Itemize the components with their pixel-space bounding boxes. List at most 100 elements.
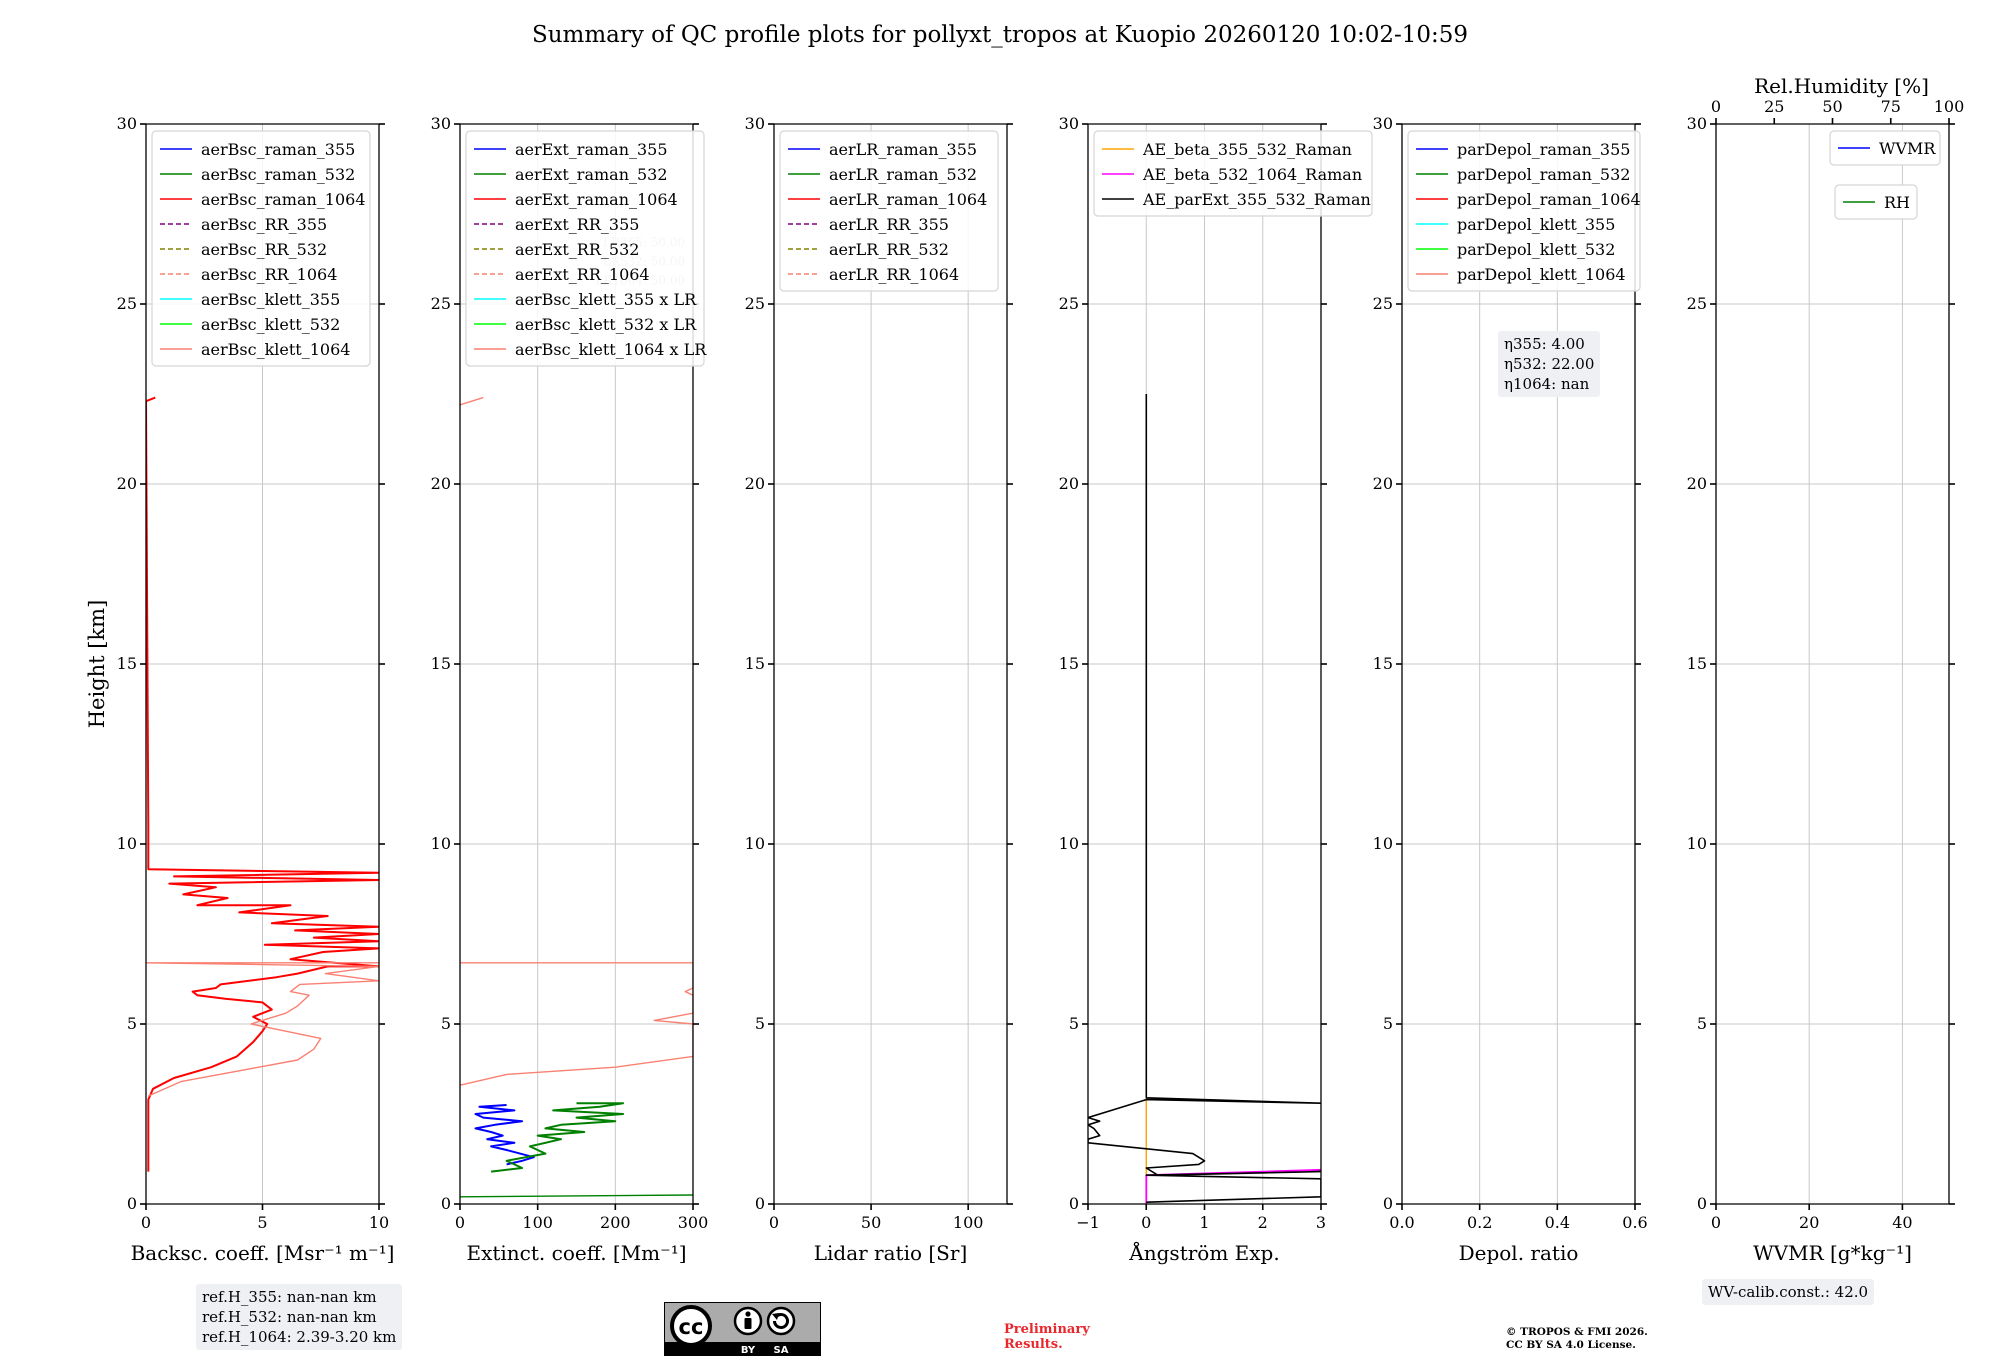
x-axis-label: Lidar ratio [Sr] bbox=[814, 1241, 968, 1265]
y-tick-label: 0 bbox=[441, 1194, 451, 1213]
legend-label: parDepol_klett_355 bbox=[1457, 215, 1615, 234]
y-tick-label: 5 bbox=[1697, 1014, 1707, 1033]
legend-label: aerExt_raman_1064 bbox=[515, 190, 678, 209]
legend-box bbox=[779, 130, 999, 292]
figure-title: Summary of QC profile plots for pollyxt_… bbox=[531, 22, 1469, 48]
legend-label: aerExt_RR_532 bbox=[515, 240, 639, 259]
x-axis-label: Ångström Exp. bbox=[1128, 1240, 1279, 1265]
legend-label: AE_beta_355_532_Raman bbox=[1142, 140, 1352, 159]
y-tick-label: 15 bbox=[1687, 654, 1707, 673]
y-tick-label: 20 bbox=[1059, 474, 1079, 493]
wv-calib-text: WV-calib.const.: 42.0 bbox=[1708, 1283, 1869, 1301]
x-tick-label: 0.0 bbox=[1389, 1213, 1414, 1232]
top-x-tick-label: 100 bbox=[1934, 97, 1965, 116]
y-tick-label: 5 bbox=[127, 1014, 137, 1033]
eta-1064: η1064: nan bbox=[1504, 375, 1590, 393]
x-tick-label: 0.2 bbox=[1467, 1213, 1492, 1232]
eta-532: η532: 22.00 bbox=[1504, 355, 1595, 373]
top-x-tick-label: 50 bbox=[1822, 97, 1842, 116]
panel-backscatter: 0 5 10 15 20 25 30 0 5 10 Backsc. coeff. [Msr⁻¹ m⁻… bbox=[117, 114, 395, 1265]
series-group bbox=[1088, 394, 1321, 1204]
y-tick-label: 25 bbox=[117, 294, 137, 313]
top-x-tick-label: 25 bbox=[1764, 97, 1784, 116]
legend-label: aerExt_RR_355 bbox=[515, 215, 639, 234]
x-tick-label: 0 bbox=[1711, 1213, 1721, 1232]
series-line bbox=[460, 962, 693, 1086]
x-tick-label: 0 bbox=[455, 1213, 465, 1232]
top-x-axis-label: Rel.Humidity [%] bbox=[1754, 74, 1929, 98]
y-tick-label: 15 bbox=[745, 654, 765, 673]
legend-label: RH bbox=[1884, 193, 1910, 212]
x-tick-label: 5 bbox=[257, 1213, 267, 1232]
series-line bbox=[490, 1102, 625, 1173]
cc-badge-sa: SA bbox=[774, 1345, 789, 1356]
legend-label: aerBsc_klett_355 x LR bbox=[515, 290, 697, 309]
copyright-line-2: CC BY SA 4.0 License. bbox=[1506, 1339, 1636, 1351]
legend-box bbox=[465, 130, 705, 367]
y-tick-label: 0 bbox=[1069, 1194, 1079, 1213]
y-tick-label: 30 bbox=[1059, 114, 1079, 133]
series-line bbox=[460, 1194, 693, 1198]
x-tick-label: −1 bbox=[1076, 1213, 1100, 1232]
x-tick-label: 20 bbox=[1799, 1213, 1819, 1232]
y-tick-label: 0 bbox=[755, 1194, 765, 1213]
legend-label: AE_parExt_355_532_Raman bbox=[1142, 190, 1371, 209]
legend-label: aerBsc_raman_532 bbox=[201, 165, 355, 184]
legend-label: AE_beta_532_1064_Raman bbox=[1142, 165, 1362, 184]
eta-355: η355: 4.00 bbox=[1504, 335, 1585, 353]
x-tick-label: 0.6 bbox=[1622, 1213, 1647, 1232]
legend-label: aerLR_RR_355 bbox=[829, 215, 949, 234]
y-tick-label: 10 bbox=[1373, 834, 1393, 853]
legend-label: aerLR_RR_532 bbox=[829, 240, 949, 259]
y-tick-label: 10 bbox=[1059, 834, 1079, 853]
top-x-tick-label: 0 bbox=[1711, 97, 1721, 116]
x-tick-label: 100 bbox=[522, 1213, 553, 1232]
legend-label: aerLR_raman_1064 bbox=[829, 190, 987, 209]
x-axis-label: Extinct. coeff. [Mm⁻¹] bbox=[466, 1241, 686, 1265]
y-tick-label: 30 bbox=[1687, 114, 1707, 133]
legend-label: aerLR_raman_532 bbox=[829, 165, 977, 184]
legend-label: aerBsc_RR_532 bbox=[201, 240, 327, 259]
cc-license-badge: cc BY SA bbox=[664, 1302, 821, 1356]
legend-label: parDepol_raman_532 bbox=[1457, 165, 1630, 184]
preliminary-line-2: Results. bbox=[1004, 1337, 1063, 1352]
y-tick-label: 5 bbox=[1069, 1014, 1079, 1033]
x-axis-label: Backsc. coeff. [Msr⁻¹ m⁻¹] bbox=[131, 1241, 395, 1265]
legend-label: aerBsc_raman_1064 bbox=[201, 190, 366, 209]
sa-icon bbox=[766, 1306, 796, 1336]
x-tick-label: 40 bbox=[1892, 1213, 1912, 1232]
legend-label: aerBsc_RR_1064 bbox=[201, 265, 337, 284]
y-axis-label: Height [km] bbox=[85, 600, 109, 729]
legend-box bbox=[1829, 130, 1941, 166]
preliminary-line-1: Preliminary bbox=[1004, 1322, 1090, 1337]
y-tick-label: 15 bbox=[431, 654, 451, 673]
panel-extinction: LR355: 50.00LR532: 50.00LR1064: 50.00051… bbox=[431, 114, 709, 1265]
legend-box bbox=[1834, 184, 1918, 220]
y-tick-label: 30 bbox=[1373, 114, 1393, 133]
y-tick-label: 0 bbox=[127, 1194, 137, 1213]
ref-height-1064: ref.H_1064: 2.39-3.20 km bbox=[202, 1328, 397, 1346]
y-tick-label: 25 bbox=[1687, 294, 1707, 313]
y-tick-label: 5 bbox=[1383, 1014, 1393, 1033]
legend-label: aerBsc_klett_355 bbox=[201, 290, 340, 309]
y-tick-label: 25 bbox=[1059, 294, 1079, 313]
series-line bbox=[474, 1104, 535, 1166]
x-tick-label: 0 bbox=[769, 1213, 779, 1232]
cc-badge-by: BY bbox=[741, 1345, 756, 1356]
legend-label: parDepol_raman_1064 bbox=[1457, 190, 1641, 209]
legend-label: aerBsc_RR_355 bbox=[201, 215, 327, 234]
preliminary-note: Preliminary Results. bbox=[1004, 1322, 1090, 1352]
y-tick-label: 20 bbox=[117, 474, 137, 493]
y-tick-label: 25 bbox=[1373, 294, 1393, 313]
y-tick-label: 10 bbox=[745, 834, 765, 853]
series-group bbox=[460, 396, 693, 1198]
y-tick-label: 20 bbox=[745, 474, 765, 493]
x-tick-label: 0.4 bbox=[1545, 1213, 1570, 1232]
legend-label: aerLR_raman_355 bbox=[829, 140, 977, 159]
copyright-line-1: © TROPOS & FMI 2026. bbox=[1506, 1326, 1648, 1338]
x-tick-label: 3 bbox=[1316, 1213, 1326, 1232]
y-tick-label: 10 bbox=[1687, 834, 1707, 853]
